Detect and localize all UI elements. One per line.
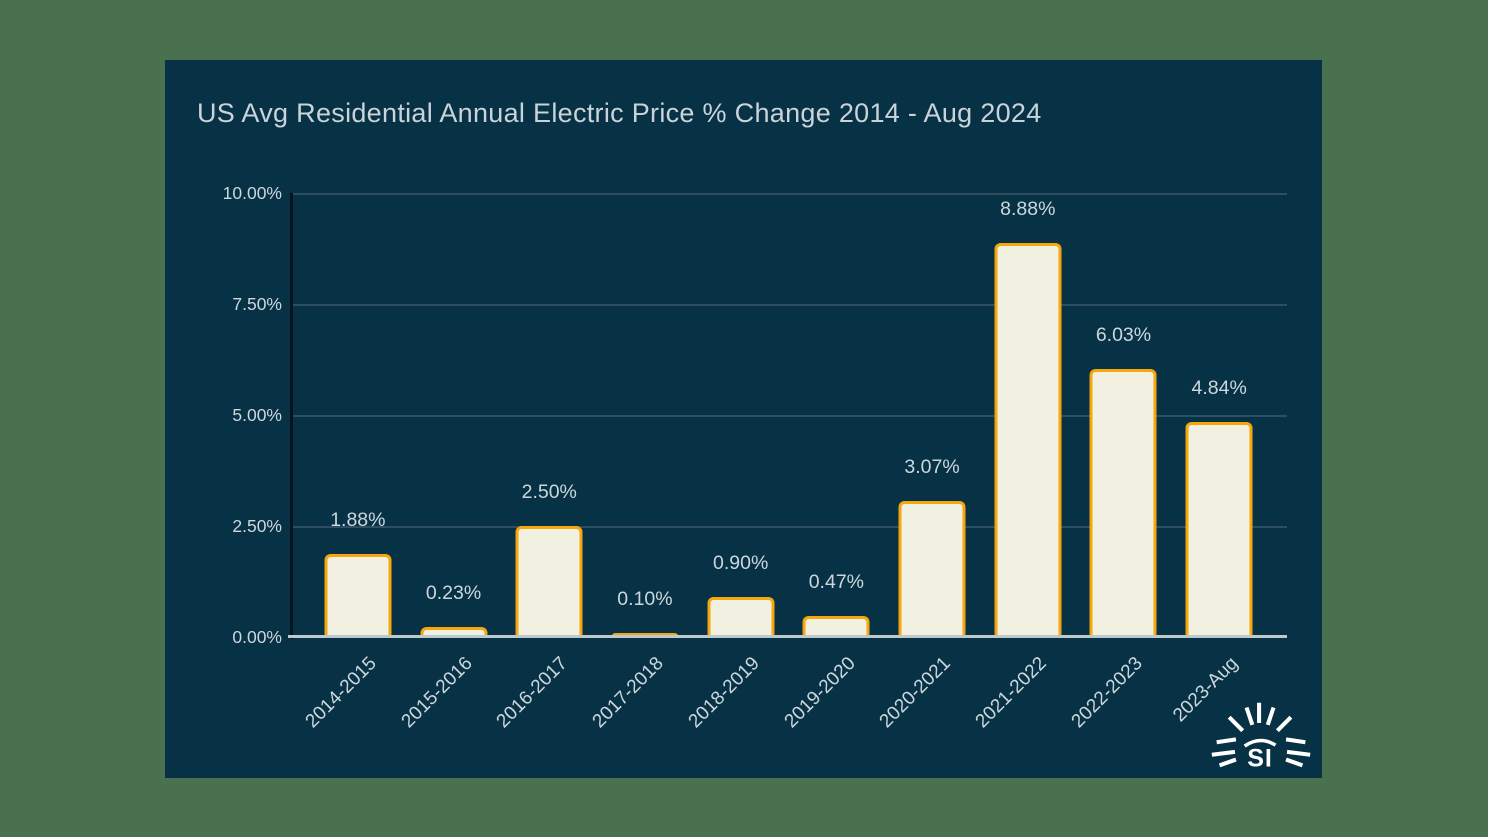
y-axis-tick-label: 10.00% (222, 183, 282, 203)
bar-value-label: 4.84% (1191, 377, 1247, 400)
bar (707, 597, 775, 637)
bar-slot: 1.88% 2014-2015 (302, 193, 406, 732)
bar-value-label: 0.23% (425, 581, 482, 604)
bar-value-label: 0.90% (713, 552, 769, 575)
plot-area: 1.88% 2014-2015 0.23% 2015-2016 2.50% 2016-20… (288, 193, 1287, 732)
bar (324, 553, 392, 637)
bar (420, 626, 488, 637)
bar-slot: 3.07% 2020-2021 (876, 193, 980, 732)
logo-ray (1275, 715, 1293, 733)
bar (802, 616, 870, 637)
bar (611, 632, 679, 637)
bar (515, 526, 583, 637)
chart-panel: US Avg Residential Annual Electric Price… (165, 60, 1322, 778)
logo-ray (1244, 706, 1255, 726)
x-axis-baseline (288, 635, 1287, 638)
logo-ray (1211, 749, 1236, 757)
y-axis-line (290, 193, 293, 639)
x-axis-category-label: 2015-2016 (397, 653, 477, 733)
logo-ray (1285, 757, 1304, 768)
bar (898, 500, 966, 637)
y-axis-tick-label: 7.50% (232, 294, 282, 314)
bar (1185, 422, 1253, 637)
logo-ray (1265, 706, 1276, 726)
x-axis-category-label: 2022-2023 (1067, 653, 1147, 733)
x-axis-category-label: 2017-2018 (588, 653, 668, 733)
bar-value-label: 8.88% (1000, 197, 1056, 220)
bar-value-label: 3.07% (904, 455, 960, 478)
gridline (290, 193, 1287, 195)
logo-arc (1243, 738, 1277, 748)
bar (1089, 369, 1157, 637)
y-axis-tick-label: 0.00% (232, 627, 282, 647)
bar-value-label: 0.47% (808, 571, 865, 594)
x-axis-category-label: 2019-2020 (780, 653, 860, 733)
bar-slot: 4.84% 2023-Aug (1169, 193, 1267, 726)
logo-ray (1218, 757, 1237, 768)
bar-slots: 1.88% 2014-2015 0.23% 2015-2016 2.50% 2016-20… (290, 193, 1287, 732)
bar-value-label: 0.10% (617, 587, 673, 610)
gridline (290, 415, 1287, 417)
bar-slot: 6.03% 2022-2023 (1067, 193, 1172, 732)
logo-ray (1286, 749, 1311, 757)
bar-slot: 0.90% 2018-2019 (684, 193, 789, 732)
x-axis-category-label: 2020-2021 (875, 653, 955, 733)
logo-ray (1285, 737, 1306, 745)
x-axis-category-label: 2014-2015 (301, 653, 381, 733)
y-axis-tick-label: 2.50% (232, 516, 282, 536)
bar-slot: 8.88% 2021-2022 (972, 193, 1076, 732)
gridline (290, 526, 1287, 528)
bar-slot: 0.10% 2017-2018 (589, 193, 693, 732)
bar-value-label: 2.50% (521, 481, 577, 503)
si-sunburst-logo: SI (1211, 702, 1311, 772)
bar-value-label: 6.03% (1095, 324, 1152, 347)
logo-ray (1227, 715, 1245, 733)
bar-value-label: 1.88% (330, 508, 386, 531)
logo-ray (1216, 737, 1237, 745)
x-axis-category-label: 2018-2019 (684, 653, 764, 733)
y-axis-tick-label: 5.00% (232, 405, 282, 425)
bar-slot: 2.50% 2016-2017 (493, 193, 597, 732)
chart-title: US Avg Residential Annual Electric Price… (197, 98, 1042, 128)
x-axis-category-label: 2016-2017 (493, 653, 573, 733)
bar-slot: 0.47% 2019-2020 (780, 193, 885, 732)
bar-slot: 0.23% 2015-2016 (397, 193, 502, 732)
bar (994, 242, 1062, 637)
gridline (290, 304, 1287, 306)
x-axis-category-label: 2021-2022 (971, 653, 1051, 733)
si-logo-text: SI (1247, 744, 1273, 772)
